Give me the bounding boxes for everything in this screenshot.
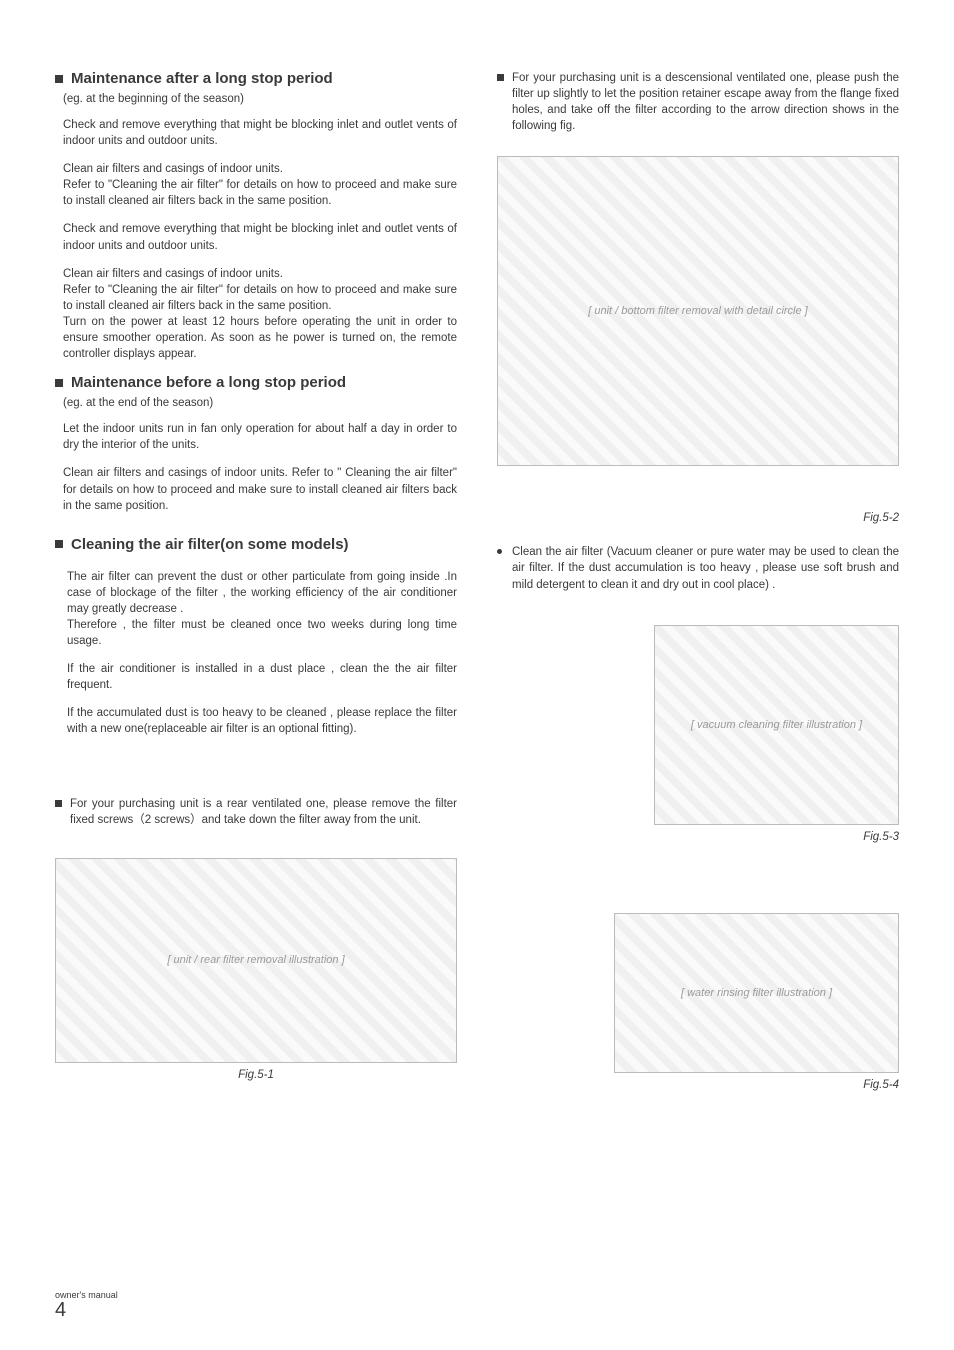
figure-caption: Fig.5-2 (497, 512, 899, 524)
heading-text: Maintenance before a long stop period (71, 374, 346, 391)
heading-maintenance-after: Maintenance after a long stop period (55, 70, 457, 87)
page-number: 4 (55, 1300, 118, 1320)
paragraph: Turn on the power at least 12 hours befo… (63, 314, 457, 362)
figure-alt: [ vacuum cleaning filter illustration ] (691, 719, 862, 731)
paragraph: Clean air filters and casings of indoor … (63, 161, 457, 177)
figure-alt: [ unit / rear filter removal illustratio… (167, 954, 344, 966)
dot-bullet-icon (497, 549, 502, 554)
figure-5-1: [ unit / rear filter removal illustratio… (55, 858, 457, 1063)
square-bullet-icon (497, 74, 504, 81)
figure-caption: Fig.5-3 (497, 831, 899, 843)
paragraph: Refer to "Cleaning the air filter" for d… (63, 282, 457, 314)
paragraph: Check and remove everything that might b… (63, 117, 457, 149)
heading-text: Maintenance after a long stop period (71, 70, 333, 87)
right-column: For your purchasing unit is a descension… (497, 70, 899, 1091)
paragraph: Clean air filters and casings of indoor … (63, 266, 457, 282)
paragraph: Let the indoor units run in fan only ope… (63, 421, 457, 453)
heading-cleaning-filter: Cleaning the air filter(on some models) (55, 536, 457, 553)
figure-5-4: [ water rinsing filter illustration ] (614, 913, 899, 1073)
square-bullet-icon (55, 540, 63, 548)
bullet-descensional-ventilated: For your purchasing unit is a descension… (497, 70, 899, 134)
heading-subtext: (eg. at the beginning of the season) (63, 93, 457, 105)
figure-5-3: [ vacuum cleaning filter illustration ] (654, 625, 899, 825)
square-bullet-icon (55, 75, 63, 83)
figure-alt: [ unit / bottom filter removal with deta… (588, 305, 807, 317)
page-footer: owner's manual 4 (55, 1290, 118, 1320)
paragraph: If the accumulated dust is too heavy to … (67, 705, 457, 737)
figure-5-2: [ unit / bottom filter removal with deta… (497, 156, 899, 466)
heading-maintenance-before: Maintenance before a long stop period (55, 374, 457, 391)
heading-text: Cleaning the air filter(on some models) (71, 536, 349, 553)
square-bullet-icon (55, 379, 63, 387)
paragraph: Refer to "Cleaning the air filter" for d… (63, 177, 457, 209)
paragraph: Check and remove everything that might b… (63, 221, 457, 253)
paragraph: If the air conditioner is installed in a… (67, 661, 457, 693)
heading-subtext: (eg. at the end of the season) (63, 397, 457, 409)
paragraph: For your purchasing unit is a descension… (512, 70, 899, 134)
bullet-clean-filter: Clean the air filter (Vacuum cleaner or … (497, 544, 899, 592)
figure-caption: Fig.5-4 (497, 1079, 899, 1091)
bullet-rear-ventilated: For your purchasing unit is a rear venti… (55, 796, 457, 828)
figure-caption: Fig.5-1 (55, 1069, 457, 1081)
two-column-layout: Maintenance after a long stop period (eg… (55, 70, 899, 1091)
paragraph: Therefore , the filter must be cleaned o… (67, 617, 457, 649)
paragraph: Clean air filters and casings of indoor … (63, 465, 457, 513)
figure-alt: [ water rinsing filter illustration ] (681, 987, 832, 999)
paragraph: The air filter can prevent the dust or o… (67, 569, 457, 617)
paragraph: For your purchasing unit is a rear venti… (70, 796, 457, 828)
square-bullet-icon (55, 800, 62, 807)
left-column: Maintenance after a long stop period (eg… (55, 70, 457, 1091)
paragraph: Clean the air filter (Vacuum cleaner or … (512, 544, 899, 592)
